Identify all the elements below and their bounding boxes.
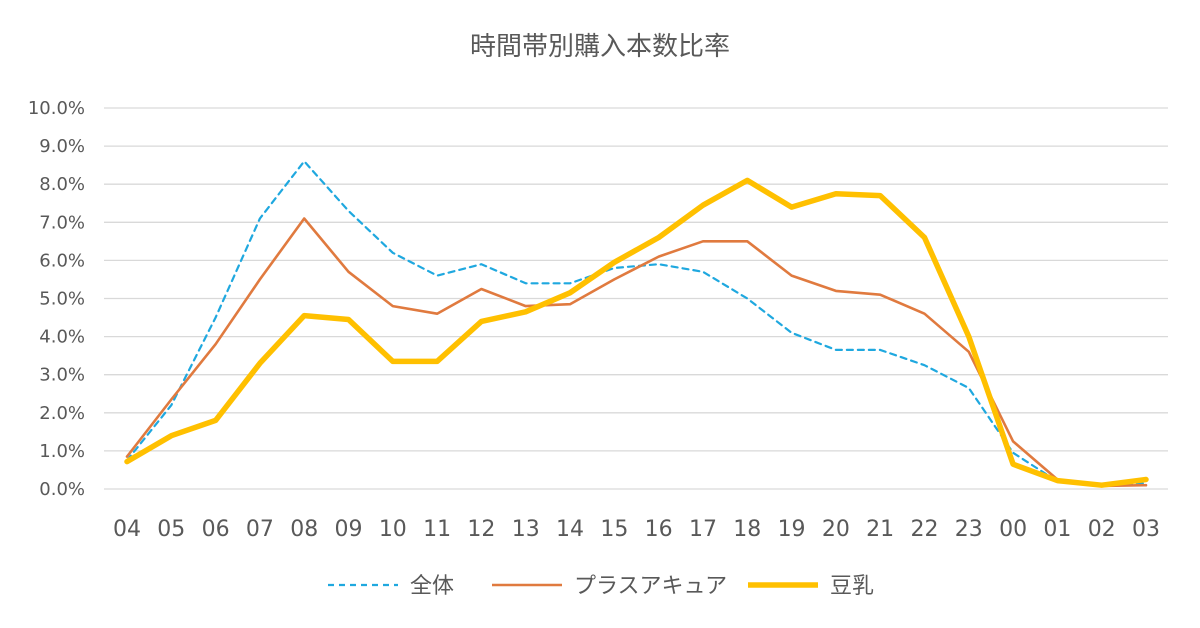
legend-label-1: プラスアキュア — [574, 574, 727, 599]
y-tick-label: 8.0% — [39, 174, 85, 195]
series-line-0 — [125, 160, 1148, 488]
y-tick-label: 6.0% — [39, 250, 85, 271]
x-tick-label: 18 — [733, 517, 761, 542]
x-tick-label: 12 — [467, 517, 495, 542]
x-tick-label: 02 — [1088, 517, 1116, 542]
y-tick-label: 3.0% — [39, 365, 85, 386]
x-tick-label: 13 — [512, 517, 540, 542]
y-tick-label: 5.0% — [39, 289, 85, 310]
series-line-2 — [124, 177, 1149, 488]
legend-label-2: 豆乳 — [830, 574, 874, 599]
chart-title: 時間帯別購入本数比率 — [469, 32, 730, 62]
legend-label-0: 全体 — [410, 574, 454, 599]
x-axis-ticks: 04 05 06 07 08 09 10 11 12 13 14 15 16 17 18 19 20 21 22 23… — [113, 517, 1160, 542]
x-tick-label: 08 — [290, 517, 318, 542]
x-tick-label: 20 — [822, 517, 850, 542]
x-tick-label: 11 — [423, 517, 451, 542]
legend: 全体 プラスアキュア 豆乳 — [328, 574, 874, 599]
x-tick-label: 01 — [1043, 517, 1071, 542]
x-tick-label: 15 — [600, 517, 628, 542]
x-tick-label: 04 — [113, 517, 141, 542]
x-tick-label: 14 — [556, 517, 584, 542]
y-tick-label: 0.0% — [39, 479, 85, 500]
x-tick-label: 06 — [202, 517, 230, 542]
x-tick-label: 00 — [999, 517, 1027, 542]
y-tick-label: 2.0% — [39, 403, 85, 424]
x-tick-label: 21 — [866, 517, 894, 542]
y-tick-label: 4.0% — [39, 327, 85, 348]
x-tick-label: 03 — [1132, 517, 1160, 542]
x-tick-label: 19 — [778, 517, 806, 542]
y-axis-ticks: 0.0% 1.0% 2.0% 3.0% 4.0% 5.0% 6.0% 7.0% 8.0% 9.0%… — [28, 98, 85, 500]
y-tick-label: 9.0% — [39, 136, 85, 157]
x-tick-label: 23 — [955, 517, 983, 542]
x-tick-label: 17 — [689, 517, 717, 542]
x-tick-label: 09 — [335, 517, 363, 542]
x-tick-label: 22 — [910, 517, 938, 542]
y-tick-label: 1.0% — [39, 441, 85, 462]
x-tick-label: 16 — [645, 517, 673, 542]
series-line-1 — [125, 217, 1148, 488]
x-tick-label: 10 — [379, 517, 407, 542]
y-tick-label: 7.0% — [39, 212, 85, 233]
x-tick-label: 07 — [246, 517, 274, 542]
x-tick-label: 05 — [157, 517, 185, 542]
series-layer — [124, 160, 1149, 488]
grid-layer — [104, 107, 1168, 490]
y-tick-label: 10.0% — [28, 98, 85, 119]
